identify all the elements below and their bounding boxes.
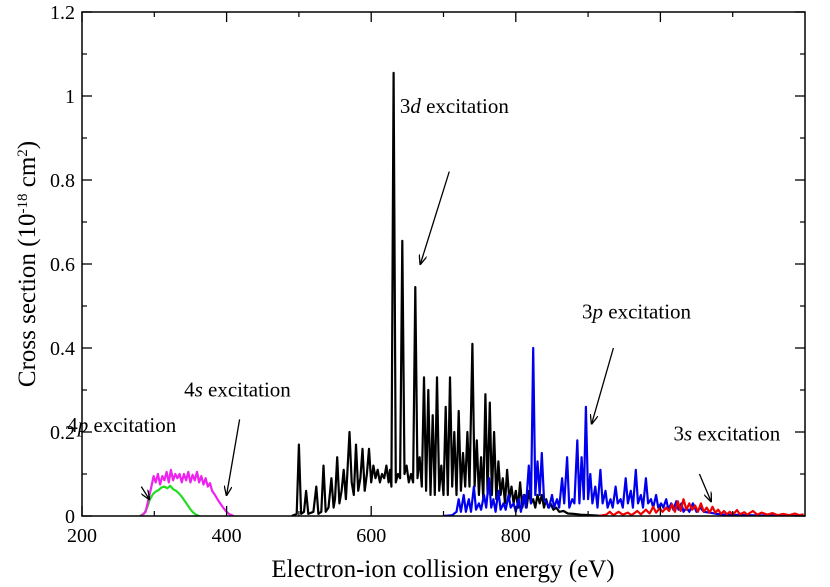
y-tick-label: 1 [65, 86, 75, 108]
series-line-4s-excitation [140, 468, 235, 516]
annotation-arrow-3d [420, 171, 450, 264]
y-axis-title-mid: cm [14, 156, 41, 193]
y-tick-label: 0.4 [50, 338, 75, 360]
series-layer [139, 71, 805, 516]
series-line-3s-excitation [598, 498, 804, 516]
annotation-arrow-4s [227, 419, 241, 495]
y-axis-title-exp1: -18 [15, 194, 31, 214]
x-tick-label: 200 [67, 525, 97, 547]
x-tick-label: 600 [356, 525, 386, 547]
annotation-3d: 3d excitation [400, 94, 510, 264]
annotation-4s: 4s excitation [184, 377, 291, 495]
x-tick-label: 1000 [640, 525, 680, 547]
y-tick-label: 1.2 [50, 2, 75, 24]
x-axis-title: Electron-ion collision energy (eV) [271, 556, 614, 583]
series-line-4p-excitation [139, 484, 200, 516]
tick-layer: 200 400 600 800 1000 0 0.2 0.4 0.6 0.8 1 1.2 [50, 2, 805, 547]
annotation-label-3d: 3d excitation [400, 94, 510, 118]
annotation-3p: 3p excitation [582, 300, 692, 424]
y-axis-title-suffix: ) [14, 141, 41, 149]
series-line-3d-excitation [291, 71, 603, 516]
y-tick-label: 0.6 [50, 254, 75, 276]
x-tick-label: 800 [501, 525, 531, 547]
annotation-label-4p: 4p excitation [67, 413, 177, 437]
y-axis-title-prefix: Cross section (10 [14, 214, 41, 388]
annotation-4p: 4p excitation [67, 413, 177, 499]
annotation-layer: 4p excitation 4s excitation 3d excitation 3… [67, 94, 781, 502]
y-axis-title-exp2: 2 [15, 149, 31, 157]
annotation-arrow-4p [140, 486, 149, 500]
annotation-3s: 3s excitation [674, 421, 781, 501]
x-tick-label: 400 [212, 525, 242, 547]
y-tick-label: 0.2 [50, 422, 75, 444]
annotation-label-3s: 3s excitation [674, 421, 781, 445]
plot-frame [81, 11, 806, 517]
annotation-label-3p: 3p excitation [582, 300, 692, 324]
y-tick-label: 0.8 [50, 170, 75, 192]
annotation-label-4s: 4s excitation [184, 377, 291, 401]
y-tick-label: 0 [65, 506, 75, 528]
annotation-arrow-3s [698, 473, 711, 501]
annotation-arrow-3p [592, 347, 615, 424]
y-axis-title: Cross section (10-18 cm2) [14, 141, 41, 387]
